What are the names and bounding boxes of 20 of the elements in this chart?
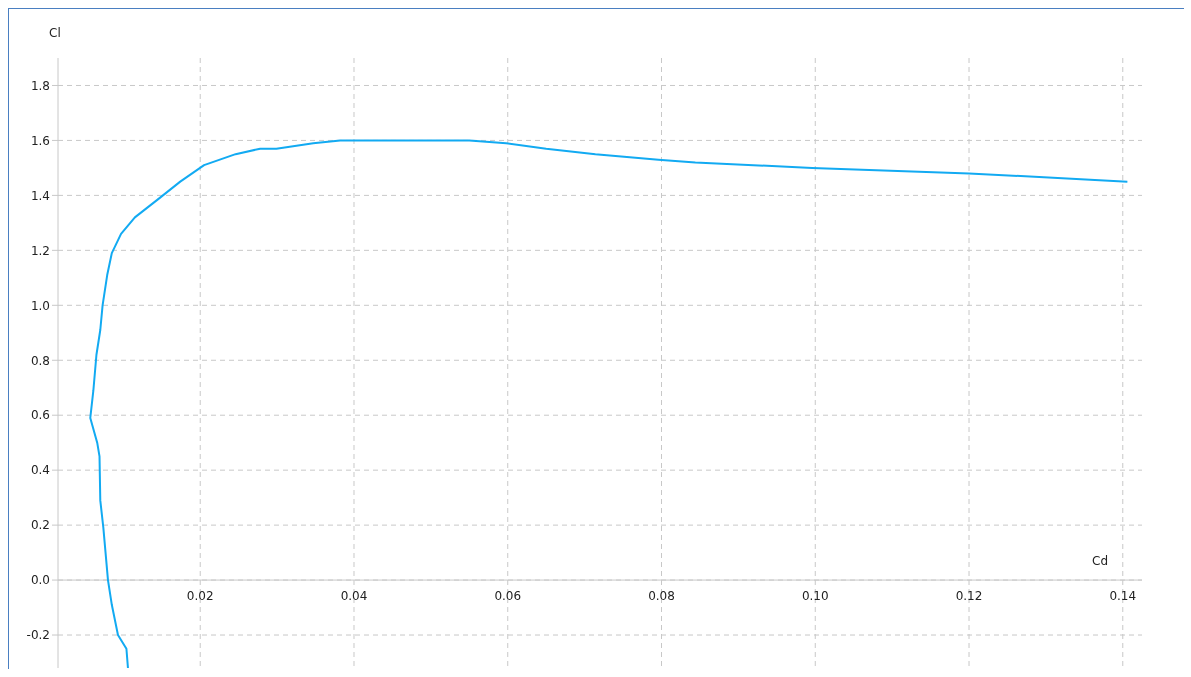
y-tick-label: 1.4 (30, 188, 50, 203)
y-tick-label: 0.8 (30, 353, 50, 368)
x-tick-label: 0.10 (801, 589, 829, 604)
x-tick-label: 0.02 (186, 589, 214, 604)
y-tick-label: 1.6 (30, 133, 50, 148)
y-tick-label: 1.0 (30, 298, 50, 313)
x-tick-label: 0.06 (494, 589, 522, 604)
x-axis-title: Cd (1092, 554, 1108, 569)
x-tick-label: 0.14 (1109, 589, 1137, 604)
y-tick-label: 0.6 (30, 408, 50, 423)
y-tick-label: 0.2 (30, 518, 50, 533)
y-tick-label: 0.4 (30, 463, 50, 478)
y-tick-label: -0.2 (26, 628, 50, 643)
x-tick-label: 0.04 (340, 589, 368, 604)
y-axis-title: Cl (49, 26, 61, 40)
x-tick-label: 0.12 (955, 589, 983, 604)
y-tick-label: 1.8 (30, 78, 50, 93)
y-tick-label: 1.2 (30, 243, 50, 258)
x-tick-label: 0.08 (648, 589, 675, 604)
y-tick-label: 0.0 (30, 573, 50, 588)
